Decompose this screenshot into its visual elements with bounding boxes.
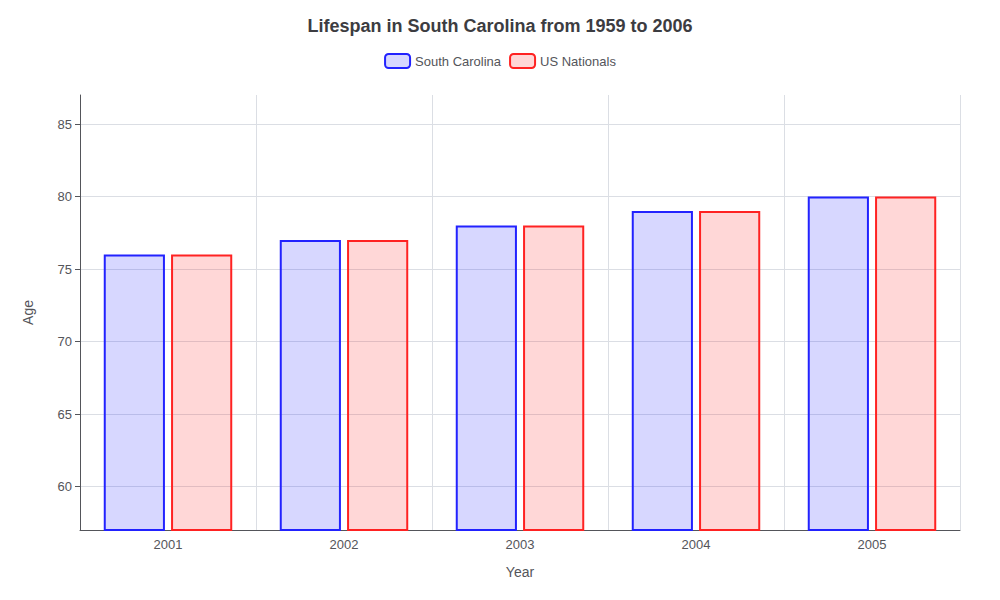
svg-text:2002: 2002 [330,537,359,552]
svg-text:70: 70 [58,334,72,349]
svg-text:2001: 2001 [154,537,183,552]
svg-text:60: 60 [58,479,72,494]
svg-text:South Carolina: South Carolina [415,54,502,69]
svg-text:75: 75 [58,262,72,277]
svg-text:65: 65 [58,407,72,422]
svg-text:2003: 2003 [506,537,535,552]
svg-text:85: 85 [58,117,72,132]
svg-text:US Nationals: US Nationals [540,54,616,69]
svg-text:Age: Age [20,300,36,325]
svg-text:2004: 2004 [682,537,711,552]
svg-text:80: 80 [58,189,72,204]
svg-text:Lifespan in South Carolina fro: Lifespan in South Carolina from 1959 to … [307,16,692,36]
svg-text:2005: 2005 [858,537,887,552]
svg-text:Year: Year [506,564,535,580]
